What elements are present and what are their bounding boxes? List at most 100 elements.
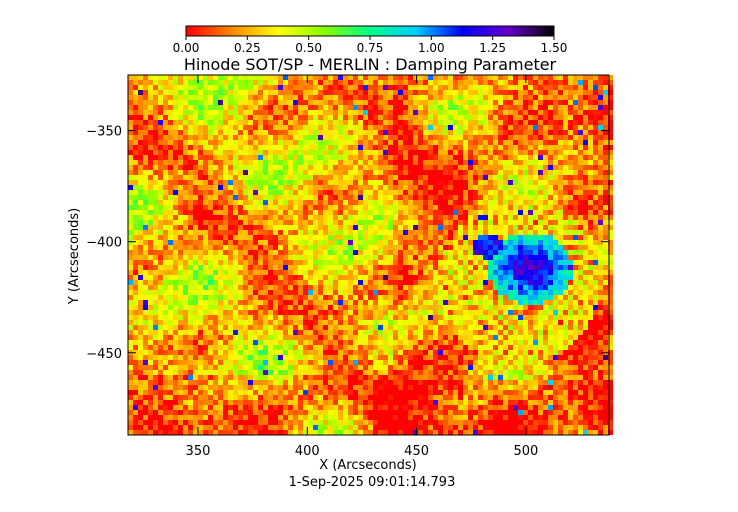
heatmap-cell [133, 270, 138, 275]
heatmap-cell [318, 265, 323, 270]
heatmap-cell [573, 230, 578, 235]
heatmap-cell [373, 315, 378, 320]
heatmap-cell [153, 210, 158, 215]
heatmap-cell [128, 75, 133, 80]
heatmap-cell [243, 180, 248, 185]
heatmap-cell [513, 215, 518, 220]
heatmap-cell [193, 200, 198, 205]
heatmap-cell [198, 115, 203, 120]
heatmap-cell [388, 90, 393, 95]
heatmap-cell [423, 95, 428, 100]
heatmap-cell [343, 80, 348, 85]
heatmap-cell [488, 275, 493, 280]
heatmap-cell [413, 275, 418, 280]
heatmap-cell [423, 280, 428, 285]
heatmap-cell [483, 160, 488, 165]
heatmap-cell [603, 160, 608, 165]
heatmap-cell [548, 170, 553, 175]
heatmap-cell [533, 125, 538, 130]
heatmap-cell [143, 325, 148, 330]
heatmap-cell [588, 310, 593, 315]
heatmap-cell [503, 225, 508, 230]
heatmap-cell [498, 170, 503, 175]
heatmap-cell [293, 155, 298, 160]
heatmap-cell [583, 235, 588, 240]
heatmap-cell [258, 85, 263, 90]
heatmap-cell [538, 215, 543, 220]
heatmap-cell [503, 215, 508, 220]
heatmap-cell [393, 195, 398, 200]
heatmap-cell [163, 300, 168, 305]
heatmap-cell [553, 305, 558, 310]
heatmap-cell [478, 150, 483, 155]
heatmap-cell [373, 280, 378, 285]
heatmap-cell [363, 295, 368, 300]
heatmap-cell [428, 305, 433, 310]
heatmap-cell [578, 225, 583, 230]
heatmap-cell [438, 220, 443, 225]
heatmap-cell [148, 275, 153, 280]
heatmap-cell [448, 200, 453, 205]
heatmap-cell [188, 225, 193, 230]
heatmap-cell [343, 115, 348, 120]
heatmap-cell [283, 265, 288, 270]
heatmap-cell [168, 240, 173, 245]
heatmap-cell [343, 120, 348, 125]
heatmap-cell [518, 265, 523, 270]
heatmap-cell [408, 115, 413, 120]
heatmap-cell [438, 215, 443, 220]
heatmap-cell [373, 110, 378, 115]
heatmap-cell [223, 230, 228, 235]
heatmap-cell [338, 245, 343, 250]
heatmap-cell [343, 155, 348, 160]
heatmap-cell [453, 315, 458, 320]
heatmap-cell [243, 275, 248, 280]
heatmap-cell [238, 300, 243, 305]
heatmap-cell [538, 170, 543, 175]
heatmap-cell [453, 250, 458, 255]
heatmap-cell [428, 105, 433, 110]
heatmap-cell [338, 190, 343, 195]
heatmap-cell [143, 235, 148, 240]
heatmap-cell [353, 135, 358, 140]
heatmap-cell [473, 105, 478, 110]
heatmap-cell [198, 325, 203, 330]
heatmap-cell [308, 285, 313, 290]
heatmap-cell [473, 150, 478, 155]
heatmap-cell [458, 95, 463, 100]
heatmap-cell [458, 250, 463, 255]
heatmap-cell [468, 95, 473, 100]
heatmap-cell [548, 85, 553, 90]
heatmap-cell [148, 120, 153, 125]
heatmap-cell [393, 160, 398, 165]
heatmap-cell [403, 300, 408, 305]
heatmap-cell [293, 115, 298, 120]
heatmap-cell [443, 225, 448, 230]
heatmap-cell [148, 150, 153, 155]
heatmap-cell [408, 215, 413, 220]
heatmap-cell [383, 80, 388, 85]
heatmap-cell [253, 130, 258, 135]
heatmap-cell [403, 240, 408, 245]
heatmap-cell [153, 190, 158, 195]
heatmap-cell [203, 195, 208, 200]
heatmap-cell [448, 175, 453, 180]
heatmap-cell [308, 295, 313, 300]
heatmap-cell [573, 265, 578, 270]
heatmap-cell [338, 185, 343, 190]
heatmap-cell [533, 255, 538, 260]
heatmap-cell [483, 165, 488, 170]
heatmap-cell [493, 110, 498, 115]
heatmap-cell [183, 180, 188, 185]
heatmap-cell [288, 200, 293, 205]
heatmap-cell [503, 125, 508, 130]
heatmap-cell [583, 275, 588, 280]
heatmap-cell [193, 255, 198, 260]
heatmap-cell [513, 325, 518, 330]
heatmap-cell [468, 220, 473, 225]
heatmap-cell [158, 75, 163, 80]
heatmap-cell [383, 255, 388, 260]
heatmap-cell [563, 190, 568, 195]
heatmap-cell [163, 225, 168, 230]
heatmap-cell [598, 200, 603, 205]
